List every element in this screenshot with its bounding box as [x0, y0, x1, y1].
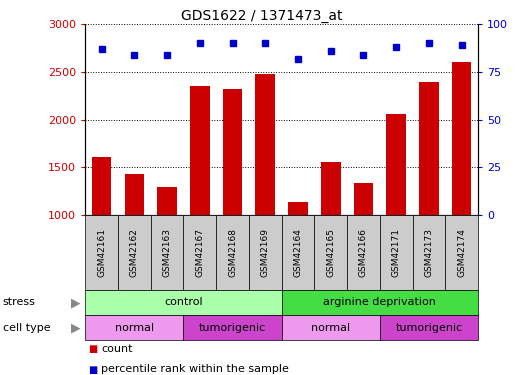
Text: arginine deprivation: arginine deprivation	[323, 297, 436, 307]
Text: GSM42162: GSM42162	[130, 228, 139, 277]
Text: GSM42164: GSM42164	[293, 228, 302, 277]
Bar	[386, 114, 406, 215]
Text: GSM42174: GSM42174	[457, 228, 466, 277]
Bar	[190, 86, 210, 215]
Text: GSM42165: GSM42165	[326, 228, 335, 277]
Text: stress: stress	[3, 297, 36, 307]
Bar	[419, 82, 439, 215]
Text: GSM42171: GSM42171	[392, 228, 401, 277]
Text: normal: normal	[115, 322, 154, 333]
Text: GSM42161: GSM42161	[97, 228, 106, 277]
Text: ▶: ▶	[71, 321, 81, 334]
Text: ■: ■	[88, 364, 97, 375]
Text: tumorigenic: tumorigenic	[199, 322, 266, 333]
Bar	[157, 187, 177, 215]
Text: GSM42167: GSM42167	[195, 228, 204, 277]
Text: GDS1622 / 1371473_at: GDS1622 / 1371473_at	[181, 9, 342, 23]
Text: tumorigenic: tumorigenic	[395, 322, 462, 333]
Text: GSM42169: GSM42169	[261, 228, 270, 277]
Text: ▶: ▶	[71, 296, 81, 309]
Bar	[92, 157, 111, 215]
Text: GSM42168: GSM42168	[228, 228, 237, 277]
Text: GSM42163: GSM42163	[163, 228, 172, 277]
Text: normal: normal	[311, 322, 350, 333]
Text: cell type: cell type	[3, 322, 50, 333]
Text: GSM42173: GSM42173	[425, 228, 434, 277]
Text: ■: ■	[88, 344, 97, 354]
Bar	[255, 74, 275, 215]
Text: GSM42166: GSM42166	[359, 228, 368, 277]
Text: count: count	[101, 344, 132, 354]
Text: percentile rank within the sample: percentile rank within the sample	[101, 364, 289, 375]
Bar	[452, 62, 471, 215]
Bar	[354, 183, 373, 215]
Text: control: control	[164, 297, 203, 307]
Bar	[288, 202, 308, 215]
Bar	[321, 162, 340, 215]
Bar	[124, 174, 144, 215]
Bar	[223, 89, 242, 215]
